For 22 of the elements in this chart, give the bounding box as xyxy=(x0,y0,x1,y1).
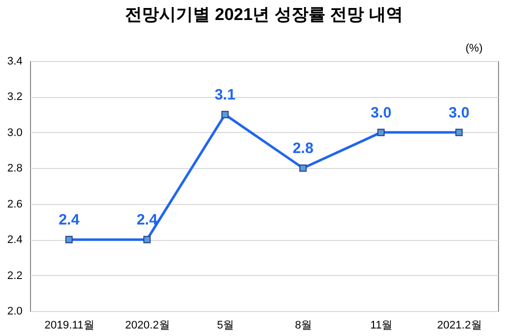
data-label: 3.1 xyxy=(214,86,236,104)
y-tick-label: 2.0 xyxy=(7,306,22,318)
y-tick-label: 3.4 xyxy=(7,56,22,68)
y-tick-label: 3.0 xyxy=(7,126,22,139)
data-label: 2.4 xyxy=(58,212,80,229)
x-tick-label: 2019.11월 xyxy=(44,320,94,332)
x-tick-label: 11월 xyxy=(370,320,393,332)
y-axis-title: (%) xyxy=(466,42,483,54)
y-tick-label: 2.8 xyxy=(7,162,22,175)
data-label: 2.4 xyxy=(136,212,158,229)
y-tick-label: 2.6 xyxy=(7,198,22,210)
x-tick-label: 2020.2월 xyxy=(125,320,170,332)
y-tick-label: 2.4 xyxy=(7,234,22,246)
x-tick-label: 5월 xyxy=(216,320,234,332)
y-tick-label: 3.2 xyxy=(7,91,22,104)
y-tick-label: 2.2 xyxy=(7,270,22,282)
x-tick-label: 8월 xyxy=(294,320,312,332)
data-label: 3.0 xyxy=(448,104,470,122)
data-label: 2.8 xyxy=(292,140,314,158)
data-label: 3.0 xyxy=(370,104,392,122)
x-tick-label: 2021.2월 xyxy=(437,320,482,332)
chart-title: 전망시기별 2021년 성장률 전망 내역 xyxy=(125,5,403,24)
